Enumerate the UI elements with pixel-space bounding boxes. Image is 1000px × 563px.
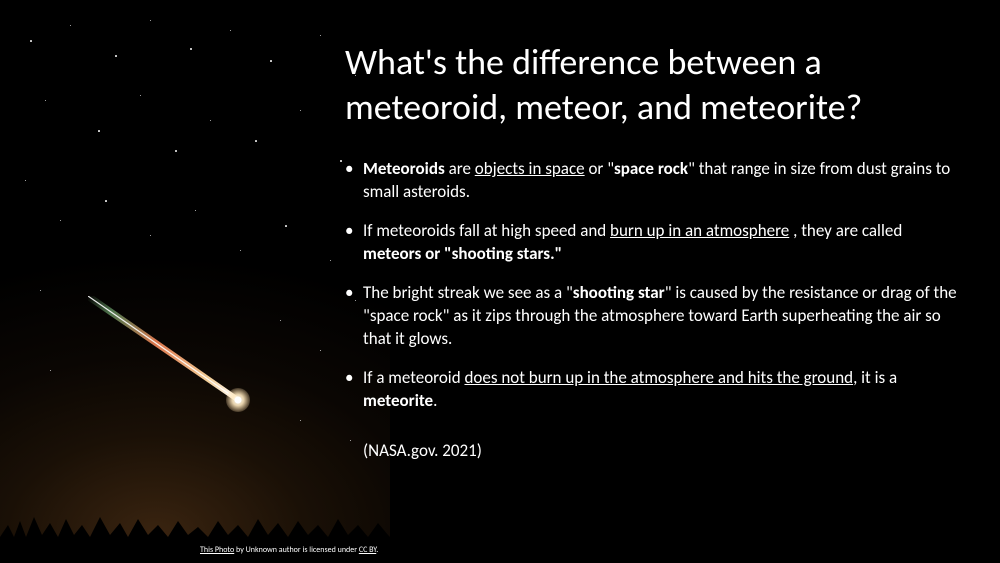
attribution-photo-link[interactable]: This Photo bbox=[200, 545, 234, 555]
star bbox=[255, 140, 257, 142]
star bbox=[98, 130, 100, 132]
star bbox=[230, 30, 231, 31]
star bbox=[340, 160, 342, 162]
text-segment: . bbox=[433, 390, 437, 411]
star bbox=[140, 95, 141, 96]
text-segment: shooting star bbox=[573, 282, 665, 303]
star bbox=[25, 180, 26, 181]
text-segment: meteors or "shooting stars." bbox=[363, 243, 562, 264]
text-segment: objects in space bbox=[475, 158, 585, 179]
star bbox=[285, 225, 287, 227]
text-segment: meteorite bbox=[363, 390, 433, 411]
text-segment: are bbox=[445, 158, 475, 179]
text-segment: , they are called bbox=[789, 220, 902, 241]
text-segment: space rock bbox=[614, 158, 688, 179]
star bbox=[300, 420, 301, 421]
star bbox=[320, 350, 321, 351]
star bbox=[280, 320, 281, 321]
star bbox=[30, 40, 32, 42]
citation: (NASA.gov. 2021) bbox=[345, 440, 960, 461]
star bbox=[105, 200, 107, 202]
text-segment: If a meteoroid bbox=[363, 367, 464, 388]
meteor-streak bbox=[88, 296, 258, 466]
star bbox=[115, 55, 117, 57]
star bbox=[320, 35, 321, 36]
star bbox=[195, 210, 196, 211]
bullet-list: Meteoroids are objects in space or "spac… bbox=[345, 158, 960, 412]
star bbox=[190, 48, 192, 50]
content-area: What's the difference between a meteoroi… bbox=[345, 40, 960, 533]
bullet-item: Meteoroids are objects in space or "spac… bbox=[363, 158, 960, 204]
star bbox=[150, 20, 151, 21]
attribution-suffix: . bbox=[376, 545, 378, 555]
star bbox=[175, 150, 177, 152]
star bbox=[330, 260, 331, 261]
star bbox=[45, 100, 46, 101]
attribution-mid: by Unknown author is licensed under bbox=[234, 545, 359, 555]
star bbox=[240, 250, 241, 251]
photo-attribution: This Photo by Unknown author is licensed… bbox=[200, 545, 378, 555]
bullet-item: The bright streak we see as a "shooting … bbox=[363, 282, 960, 351]
star bbox=[270, 60, 272, 62]
text-segment: burn up in an atmosphere bbox=[610, 220, 789, 241]
star bbox=[300, 110, 301, 111]
slide-title: What's the difference between a meteoroi… bbox=[345, 40, 960, 130]
text-segment: , it is a bbox=[853, 367, 897, 388]
bullet-item: If meteoroids fall at high speed and bur… bbox=[363, 220, 960, 266]
star bbox=[150, 235, 151, 236]
star bbox=[50, 370, 51, 371]
star bbox=[210, 120, 211, 121]
bullet-item: If a meteoroid does not burn up in the a… bbox=[363, 367, 960, 413]
slide: What's the difference between a meteoroi… bbox=[0, 0, 1000, 563]
text-segment: If meteoroids fall at high speed and bbox=[363, 220, 610, 241]
text-segment: Meteoroids bbox=[363, 158, 445, 179]
text-segment: does not burn up in the atmosphere and h… bbox=[464, 367, 853, 388]
background-image bbox=[0, 0, 390, 563]
star bbox=[70, 25, 71, 26]
star bbox=[40, 290, 41, 291]
star bbox=[60, 220, 61, 221]
text-segment: The bright streak we see as a " bbox=[363, 282, 573, 303]
text-segment: or " bbox=[585, 158, 614, 179]
attribution-license-link[interactable]: CC BY bbox=[359, 545, 376, 555]
